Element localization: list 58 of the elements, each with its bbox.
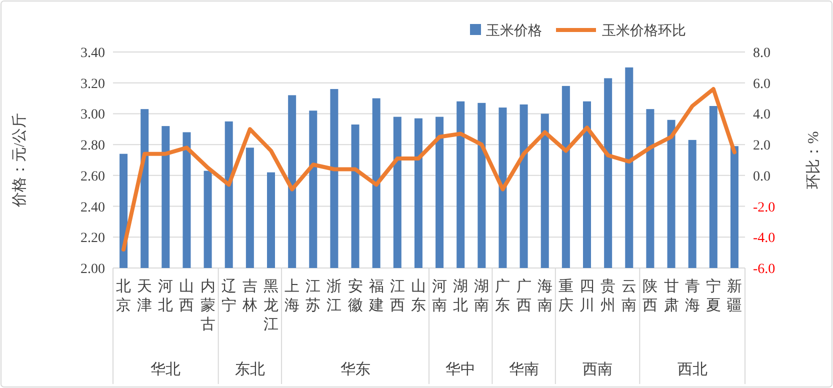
text: 东北 xyxy=(234,361,265,378)
legend-label: 玉米价格环比 xyxy=(602,23,686,39)
x-tick-label: 云南 xyxy=(622,279,637,314)
x-tick-label: 内蒙古 xyxy=(200,278,216,333)
x-tick-label: 福建 xyxy=(368,278,384,314)
text: 华东 xyxy=(340,361,370,378)
x-tick-label: 广西 xyxy=(516,278,532,314)
y-tick-label: 2.80 xyxy=(80,138,105,154)
x-tick-label: 宁夏 xyxy=(706,278,721,314)
x-tick-label: 海南 xyxy=(537,278,552,314)
y-tick-label: 2.20 xyxy=(80,231,105,246)
x-tick-label: 四川 xyxy=(580,279,594,314)
text: 华南 xyxy=(508,361,539,378)
y2-tick-label: -6.0 xyxy=(753,262,776,277)
x-tick-label: 江西 xyxy=(390,278,405,314)
text: 西南 xyxy=(582,361,613,378)
text: 西北 xyxy=(677,361,708,378)
y2-tick-label: 2.0 xyxy=(753,138,770,154)
y2-tick-label: 0.0 xyxy=(753,169,770,184)
y2-axis-title: 环比：% xyxy=(805,131,822,189)
x-tick-label: 山东 xyxy=(410,278,426,314)
y-tick-label: 3.00 xyxy=(80,108,105,123)
x-tick-label: 广东 xyxy=(495,278,510,314)
y-tick-label: 2.00 xyxy=(80,262,105,277)
x-tick-label: 河南 xyxy=(432,278,448,314)
x-tick-label: 辽宁 xyxy=(221,278,236,314)
x-tick-label: 河北 xyxy=(158,278,174,314)
y2-tick-label: 4.0 xyxy=(753,108,770,123)
x-tick-label: 陕西 xyxy=(642,278,658,314)
x-tick-label: 贵州 xyxy=(600,278,616,314)
x-tick-label: 甘肃 xyxy=(664,278,679,314)
text: 华中 xyxy=(446,361,476,378)
x-tick-label: 湖南 xyxy=(474,278,490,314)
y-axis-title: 价格：元/公斤 xyxy=(11,112,28,208)
x-tick-label: 山西 xyxy=(179,278,194,314)
y2-tick-label: 8.0 xyxy=(753,46,770,61)
y-tick-label: 2.60 xyxy=(80,169,105,184)
y-tick-label: 3.20 xyxy=(80,76,105,92)
line-series xyxy=(122,87,736,252)
y2-tick-label: -2.0 xyxy=(753,200,776,216)
y-tick-label: 2.40 xyxy=(80,200,105,216)
x-tick-label: 青海 xyxy=(684,278,700,314)
x-tick-label: 浙江 xyxy=(326,278,342,314)
x-tick-label: 上海 xyxy=(284,278,300,314)
x-tick-label: 吉林 xyxy=(241,278,258,314)
x-tick-label: 重庆 xyxy=(558,278,574,314)
x-tick-label: 北京 xyxy=(116,278,132,314)
y-tick-label: 3.40 xyxy=(80,46,105,61)
x-tick-label: 安徽 xyxy=(348,278,363,314)
x-tick-label: 天津 xyxy=(137,279,152,314)
x-tick-label: 新疆 xyxy=(726,278,742,314)
y2-tick-label: -4.0 xyxy=(753,231,776,246)
y2-tick-label: 6.0 xyxy=(753,76,770,92)
legend-label: 玉米价格 xyxy=(486,23,542,39)
x-tick-label: 江苏 xyxy=(306,278,321,314)
x-tick-label: 湖北 xyxy=(453,278,468,314)
text: 华北 xyxy=(150,361,181,378)
x-tick-label: 黑龙江 xyxy=(264,279,278,333)
